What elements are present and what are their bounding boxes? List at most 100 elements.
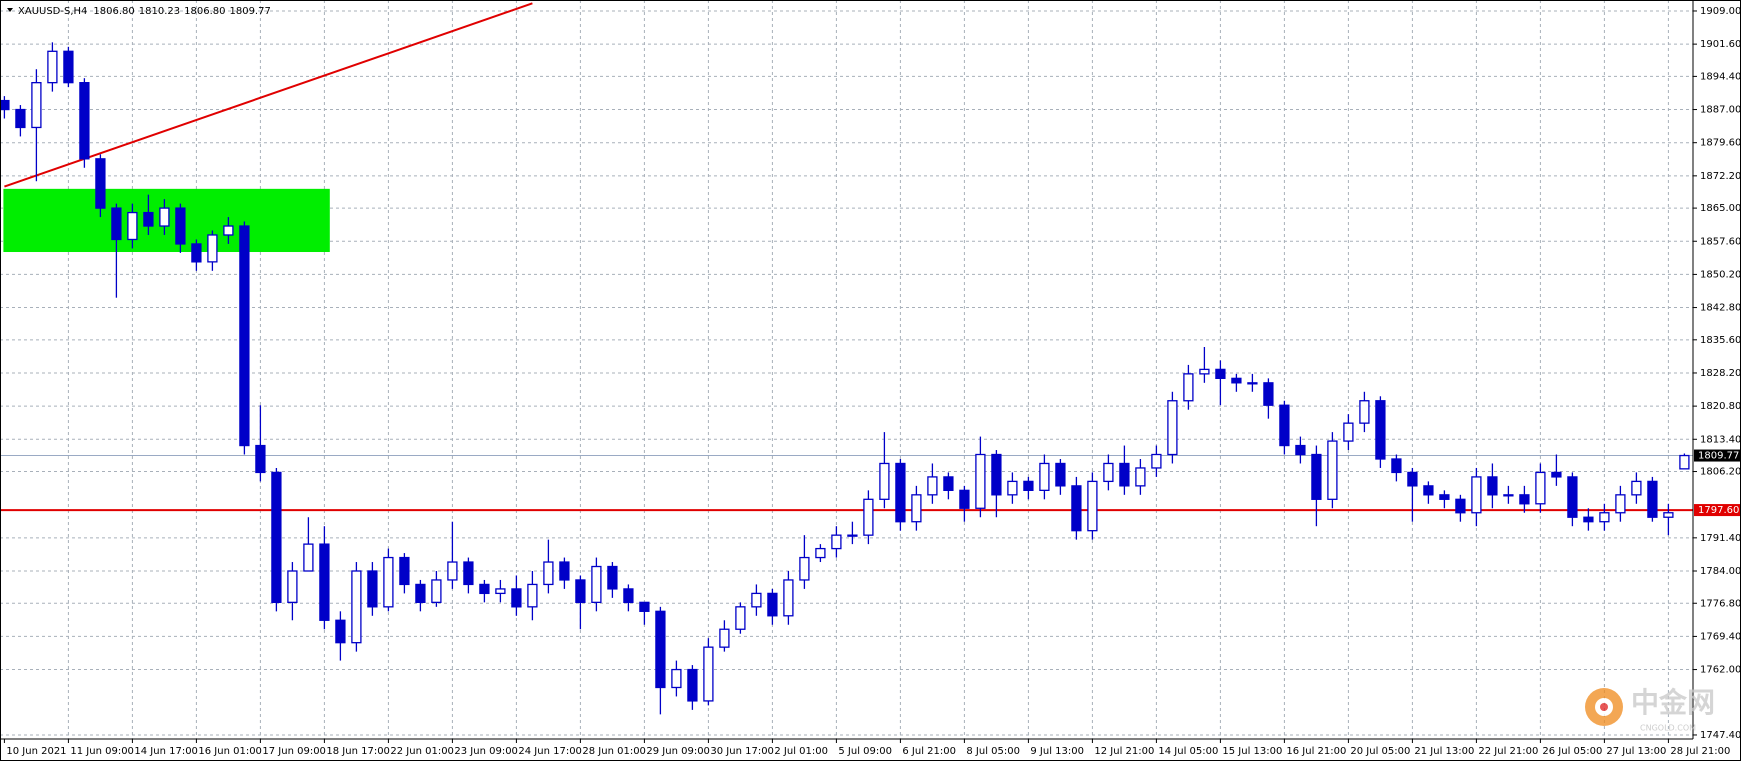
candle-body [639,601,650,612]
candle-body [703,646,714,702]
open-value: 1806.80 [93,6,134,17]
candle-body [399,556,410,586]
candle-body [191,243,202,263]
candle-body [735,606,746,630]
y-tick-label: 1850.20 [1700,269,1741,280]
y-tick-label: 1894.40 [1700,71,1741,82]
y-tick-label: 1842.80 [1700,303,1741,314]
candle-body [623,588,634,604]
header-icon [7,8,13,12]
grid [0,0,1693,739]
y-tick-label: 1909.00 [1700,6,1741,17]
candle-body [31,82,42,129]
candle-body [1631,480,1642,496]
x-tick-label: 17 Jun 09:00 [262,746,326,757]
candle-body [1567,476,1578,518]
candle-body [671,668,682,689]
candle-body [463,561,474,586]
candle-body [847,534,858,537]
candle-body [991,453,1002,496]
candle-body [1391,458,1402,474]
watermark: 中金网 CNGOLD.COM [1585,686,1715,733]
header: XAUUSD-S,H4 1806.80 1810.23 1806.80 1809.77 [7,6,271,17]
candle-body [911,494,922,523]
x-tick-label: 27 Jul 13:00 [1606,746,1666,757]
candle-body [351,570,362,644]
candle-body [1663,512,1674,518]
watermark-logo-dot [1600,703,1608,711]
candle-body [447,561,458,581]
candle-body [1503,494,1514,497]
candle-body [143,211,154,227]
x-tick-label: 21 Jul 13:00 [1414,746,1474,757]
price-tag [1694,504,1740,517]
y-tick-label: 1879.60 [1700,138,1741,149]
candle-body [527,583,538,608]
y-tick-label: 1784.00 [1700,566,1741,577]
candle-body [1455,498,1466,514]
candle-body [1327,440,1338,500]
candle-body [687,668,698,702]
candle-body [751,592,762,608]
candle-body [1583,516,1594,523]
high-value: 1810.23 [139,6,180,17]
price-tag-label: 1809.77 [1698,451,1739,462]
x-tick-label: 20 Jul 05:00 [1350,746,1410,757]
x-tick-label: 28 Jun 01:00 [582,746,646,757]
candle-body [127,211,138,241]
candle-body [895,462,906,523]
candle-body [831,534,842,550]
candle-body [495,588,506,595]
candle-body [239,225,250,447]
candle-body [1199,368,1210,375]
y-tick-label: 1791.40 [1700,533,1741,544]
y-tick-label: 1820.80 [1700,401,1741,412]
candle-body [1247,382,1258,385]
y-tick-label: 1747.40 [1700,730,1741,741]
candle-body [1167,400,1178,456]
candle-body [1551,471,1562,478]
candle-body [1055,462,1066,487]
x-tick-label: 14 Jun 17:00 [134,746,198,757]
candle-body [1343,422,1354,442]
candle-body [207,234,218,263]
candle-body [1535,471,1546,505]
x-tick-label: 11 Jun 09:00 [70,746,134,757]
candle-body [591,565,602,604]
candle-body [1647,480,1658,518]
candle-body [1103,462,1114,483]
candles [0,42,1690,715]
y-tick-label: 1835.60 [1700,335,1741,346]
x-tick-label: 16 Jun 01:00 [198,746,262,757]
candle-body [655,610,666,689]
candle-body [1407,471,1418,487]
candle-body [111,207,122,241]
price-tag-label: 1797.60 [1698,505,1739,516]
candle-body [1471,476,1482,514]
candle-body [799,556,810,581]
candle-body [367,570,378,608]
x-tick-label: 6 Jul 21:00 [902,746,956,757]
y-tick-label: 1887.00 [1700,105,1741,116]
candle-body [1279,404,1290,447]
symbol: XAUUSD-S,H4 [18,6,87,17]
x-tick-label: 24 Jun 17:00 [518,746,582,757]
x-tick-label: 12 Jul 21:00 [1094,746,1154,757]
candle-body [943,476,954,492]
candle-body [287,570,298,604]
x-tick-label: 30 Jun 17:00 [710,746,774,757]
x-tick-label: 22 Jun 01:00 [390,746,454,757]
candle-body [863,498,874,536]
candle-body [1599,512,1610,523]
candle-body [1487,476,1498,496]
x-tick-label: 26 Jul 05:00 [1542,746,1602,757]
candle-body [1375,400,1386,460]
candle-body [1519,494,1530,505]
x-tick-label: 14 Jul 05:00 [1158,746,1218,757]
candle-body [783,579,794,617]
candle-body [159,207,170,227]
candle-body [15,108,26,129]
candle-body [719,628,730,648]
